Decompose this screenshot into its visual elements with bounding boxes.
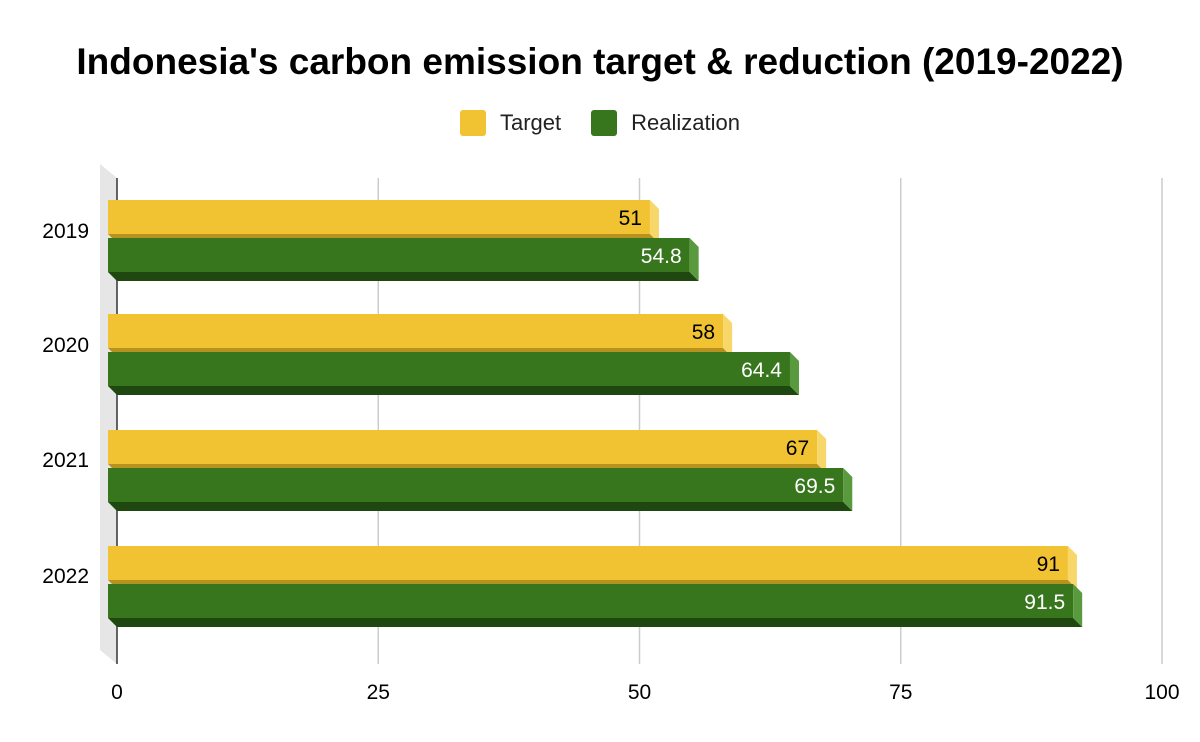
- bar-face: [108, 352, 790, 386]
- y-category-label: 2022: [42, 565, 89, 588]
- legend-swatch-target: [460, 110, 486, 136]
- y-category-label: 2019: [42, 220, 89, 243]
- bar-face: [108, 200, 650, 234]
- bar-realization-2022[interactable]: 91.5: [108, 584, 1083, 627]
- data-label: 54.8: [641, 245, 682, 268]
- chart-title: Indonesia's carbon emission target & red…: [76, 41, 1124, 82]
- bar-bottom: [108, 272, 699, 281]
- x-tick-label: 100: [1144, 681, 1179, 704]
- bar-face: [108, 546, 1068, 580]
- bar-realization-2021[interactable]: 69.5: [108, 468, 853, 511]
- bar-side: [1073, 584, 1083, 627]
- legend-swatch-realization: [591, 110, 618, 136]
- x-tick-label: 25: [367, 681, 390, 704]
- bar-side: [843, 468, 853, 511]
- data-label: 64.4: [741, 359, 782, 382]
- y-category-label: 2021: [42, 449, 89, 472]
- bar-face: [108, 584, 1074, 618]
- bar-target-2020[interactable]: 58: [108, 314, 733, 357]
- legend: Target Realization: [0, 110, 1200, 136]
- bar-face: [108, 430, 818, 464]
- bar-side: [1067, 546, 1077, 589]
- bar-side: [689, 238, 699, 281]
- x-tick-label: 50: [628, 681, 651, 704]
- bar-side: [649, 200, 659, 243]
- bar-bottom: [108, 618, 1083, 627]
- data-label: 69.5: [794, 475, 835, 498]
- y-category-label: 2020: [42, 334, 89, 357]
- bar-target-2022[interactable]: 91: [108, 546, 1077, 589]
- bar-face: [108, 468, 844, 502]
- bar-target-2019[interactable]: 51: [108, 200, 659, 243]
- axis-wall: [100, 164, 117, 664]
- bar-bottom: [108, 386, 799, 395]
- legend-label-target: Target: [500, 110, 562, 135]
- bar-realization-2019[interactable]: 54.8: [108, 238, 699, 281]
- bar-bottom: [108, 502, 853, 511]
- bar-side: [817, 430, 827, 473]
- bar-side: [723, 314, 733, 357]
- data-label: 58: [692, 321, 715, 344]
- legend-item-target[interactable]: Target: [460, 110, 561, 136]
- x-tick-label: 75: [889, 681, 912, 704]
- legend-label-realization: Realization: [631, 110, 740, 135]
- bar-realization-2020[interactable]: 64.4: [108, 352, 799, 395]
- bar-face: [108, 314, 724, 348]
- bar-face: [108, 238, 690, 272]
- legend-item-realization[interactable]: Realization: [591, 110, 740, 136]
- data-label: 67: [786, 437, 809, 460]
- data-label: 51: [619, 207, 642, 230]
- data-label: 91: [1037, 553, 1060, 576]
- data-label: 91.5: [1024, 591, 1065, 614]
- bar-side: [789, 352, 799, 395]
- x-tick-label: 0: [111, 681, 123, 704]
- bar-target-2021[interactable]: 67: [108, 430, 827, 473]
